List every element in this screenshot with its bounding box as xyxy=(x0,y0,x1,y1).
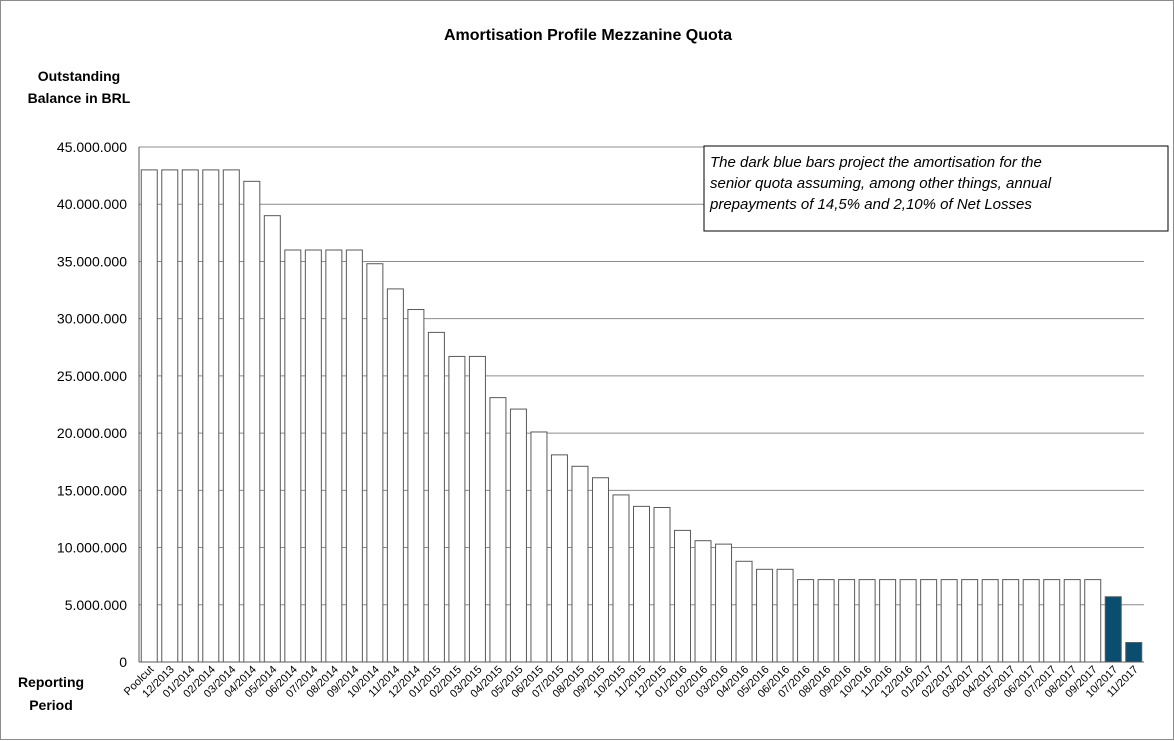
bar xyxy=(366,263,384,663)
bar xyxy=(899,579,917,663)
bar xyxy=(1022,579,1040,663)
y-axis-title-line2: Balance in BRL xyxy=(28,90,131,106)
bar xyxy=(694,540,712,663)
y-tick-label: 15.000.000 xyxy=(57,482,127,498)
bar xyxy=(571,465,589,663)
bar xyxy=(612,494,630,663)
bar xyxy=(879,579,897,663)
bar xyxy=(674,529,692,663)
annotation-line-3: prepayments of 14,5% and 2,10% of Net Lo… xyxy=(709,196,1032,213)
bar xyxy=(284,249,302,663)
bar xyxy=(653,507,671,663)
bar xyxy=(715,543,733,663)
bar xyxy=(202,169,220,663)
bar xyxy=(1002,579,1020,663)
y-tick-label: 40.000.000 xyxy=(57,196,127,212)
bar xyxy=(140,169,158,663)
x-axis-title-line1: Reporting xyxy=(18,674,84,690)
bar xyxy=(325,249,343,663)
annotation-line-1: The dark blue bars project the amortisat… xyxy=(710,154,1042,171)
bar xyxy=(263,215,281,663)
bar xyxy=(243,180,261,663)
bar xyxy=(776,568,794,663)
bar xyxy=(530,431,548,663)
annotation-box: The dark blue bars project the amortisat… xyxy=(703,145,1169,232)
bar xyxy=(940,579,958,663)
bars xyxy=(140,169,1143,663)
x-axis-title-line2: Period xyxy=(29,697,73,713)
y-tick-label: 30.000.000 xyxy=(57,311,127,327)
x-tick-labels: Poolcut12/201301/201402/201403/201404/20… xyxy=(122,664,1141,701)
bar xyxy=(222,169,240,663)
bar xyxy=(448,355,466,663)
bar xyxy=(817,579,835,663)
chart-title: Amortisation Profile Mezzanine Quota xyxy=(444,27,732,44)
bar xyxy=(386,288,404,663)
y-tick-label: 25.000.000 xyxy=(57,368,127,384)
y-tick-label: 5.000.000 xyxy=(65,597,127,613)
bar xyxy=(1043,579,1061,663)
bar xyxy=(509,408,527,663)
bar xyxy=(304,249,322,663)
bar xyxy=(735,560,753,663)
bar xyxy=(161,169,179,663)
annotation-line-2: senior quota assuming, among other thing… xyxy=(710,175,1052,192)
bar xyxy=(920,579,938,663)
bar xyxy=(550,454,568,663)
bar xyxy=(427,331,445,663)
y-tick-label: 45.000.000 xyxy=(57,139,127,155)
y-tick-labels: 0 5.000.000 10.000.000 15.000.000 20.000.000… xyxy=(57,139,127,670)
bar xyxy=(1063,579,1081,663)
bar xyxy=(489,397,507,663)
bar xyxy=(838,579,856,663)
bar xyxy=(756,568,774,663)
bar-projected xyxy=(1125,642,1143,663)
bar xyxy=(591,477,609,663)
bar xyxy=(407,309,425,663)
bar xyxy=(858,579,876,663)
bar xyxy=(981,579,999,663)
y-axis-title-line1: Outstanding xyxy=(38,68,120,84)
bar xyxy=(181,169,199,663)
y-tick-label: 35.000.000 xyxy=(57,253,127,269)
bar xyxy=(345,249,363,663)
y-tick-label: 20.000.000 xyxy=(57,425,127,441)
bar xyxy=(961,579,979,663)
bar xyxy=(1084,579,1102,663)
bar-projected xyxy=(1104,596,1122,663)
y-tick-label: 0 xyxy=(119,654,127,670)
bar xyxy=(797,579,815,663)
y-tick-label: 10.000.000 xyxy=(57,540,127,556)
bar xyxy=(633,505,650,663)
bar xyxy=(468,355,486,663)
